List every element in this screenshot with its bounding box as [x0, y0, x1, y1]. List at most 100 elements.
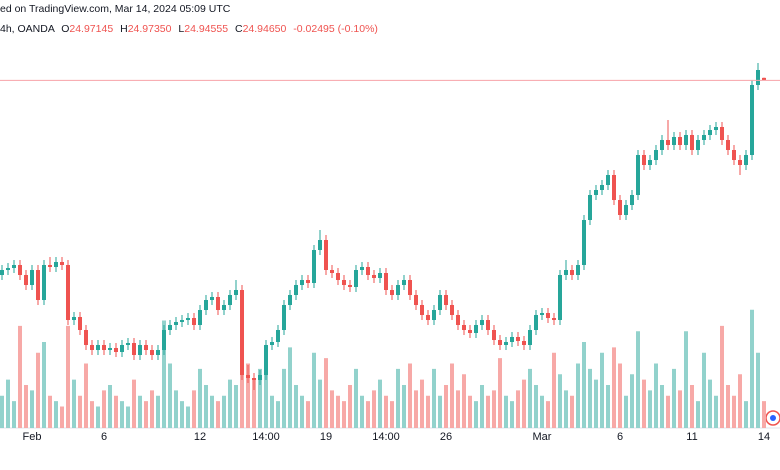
- volume-bar: [408, 363, 412, 428]
- candle-body: [300, 280, 304, 285]
- candle-body: [234, 290, 238, 295]
- volume-bar: [120, 401, 124, 428]
- candle-body: [480, 320, 484, 325]
- volume-bar: [492, 390, 496, 428]
- candle-body: [600, 185, 604, 190]
- volume-bar: [576, 363, 580, 428]
- change-text: -0.02495 (-0.10%): [293, 23, 378, 35]
- candle-body: [528, 330, 532, 345]
- candle-body: [108, 348, 112, 350]
- candle-body: [288, 295, 292, 305]
- volume-bar: [150, 390, 154, 428]
- source-line: ed on TradingView.com, Mar 14, 2024 05:0…: [0, 3, 230, 15]
- volume-bar: [312, 352, 316, 428]
- candle-body: [666, 140, 670, 145]
- volume-bar: [606, 385, 610, 428]
- candle-body: [84, 330, 88, 345]
- volume-bar: [342, 401, 346, 428]
- volume-bar: [204, 385, 208, 428]
- candle-body: [468, 330, 472, 333]
- candle-body: [360, 267, 364, 270]
- volume-bar: [528, 368, 532, 428]
- volume-bar: [192, 390, 196, 428]
- volume-bar: [156, 395, 160, 428]
- candle-body: [624, 205, 628, 215]
- volume-bar: [462, 374, 466, 428]
- candle-body: [750, 85, 754, 155]
- candle-body: [282, 305, 286, 330]
- volume-bar: [630, 374, 634, 428]
- candle-body: [126, 343, 130, 345]
- volume-bar: [384, 395, 388, 428]
- symbol-text: 4h, OANDA: [0, 23, 55, 35]
- volume-bar: [636, 331, 640, 428]
- candle-body: [258, 375, 262, 380]
- candle-body: [36, 270, 40, 300]
- candle-body: [66, 265, 70, 320]
- candle-body: [606, 175, 610, 185]
- volume-bar: [642, 379, 646, 428]
- candle-body: [318, 240, 322, 250]
- source-text: ed on TradingView.com, Mar 14, 2024 05:0…: [0, 3, 231, 15]
- volume-bar: [234, 385, 238, 428]
- candle-body: [324, 240, 328, 270]
- candle-body: [180, 320, 184, 322]
- candle-body: [330, 270, 334, 273]
- candle-body: [252, 378, 256, 380]
- candle-layer: [0, 63, 766, 390]
- volume-bar: [72, 379, 76, 428]
- volume-bar: [168, 363, 172, 428]
- candle-body: [402, 280, 406, 285]
- candle-body: [726, 140, 730, 150]
- volume-bar: [522, 379, 526, 428]
- candle-body: [222, 305, 226, 310]
- candle-body: [504, 342, 508, 345]
- candle-body: [450, 305, 454, 315]
- volume-bar: [264, 352, 268, 428]
- volume-bar: [36, 352, 40, 428]
- ohlc-label: L: [178, 23, 185, 35]
- candle-body: [660, 140, 664, 150]
- volume-bar: [684, 331, 688, 428]
- candle-body: [654, 150, 658, 160]
- candle-body: [174, 322, 178, 325]
- candle-body: [582, 220, 586, 265]
- candle-body: [144, 345, 148, 350]
- candle-body: [6, 268, 10, 270]
- volume-bar: [600, 352, 604, 428]
- candle-body: [594, 190, 598, 195]
- candle-body: [732, 150, 736, 160]
- candle-body: [138, 345, 142, 355]
- candle-body: [12, 265, 16, 268]
- volume-bar: [198, 368, 202, 428]
- volume-bar: [744, 401, 748, 428]
- volume-bar: [84, 363, 88, 428]
- volume-bar: [96, 406, 100, 428]
- volume-bar: [414, 390, 418, 428]
- x-tick-label: 14:00: [252, 431, 280, 443]
- candle-body: [690, 135, 694, 150]
- volume-bar: [516, 390, 520, 428]
- candle-body: [192, 318, 196, 325]
- candle-body: [738, 160, 742, 165]
- volume-bar: [738, 374, 742, 428]
- candle-body: [114, 348, 118, 352]
- volume-bar: [252, 379, 256, 428]
- candle-body: [366, 267, 370, 275]
- candle-body: [444, 295, 448, 305]
- volume-bar: [762, 401, 766, 428]
- candle-body: [312, 250, 316, 283]
- candle-body: [576, 265, 580, 275]
- volume-bar: [270, 395, 274, 428]
- candle-body: [246, 375, 250, 378]
- candle-body: [294, 285, 298, 295]
- candle-body: [216, 297, 220, 310]
- volume-bar: [258, 368, 262, 428]
- volume-bar: [558, 374, 562, 428]
- candle-body: [618, 200, 622, 215]
- candle-body: [54, 262, 58, 267]
- volume-bar: [696, 401, 700, 428]
- candle-body: [642, 155, 646, 165]
- candle-body: [60, 262, 64, 265]
- volume-bar: [0, 395, 4, 428]
